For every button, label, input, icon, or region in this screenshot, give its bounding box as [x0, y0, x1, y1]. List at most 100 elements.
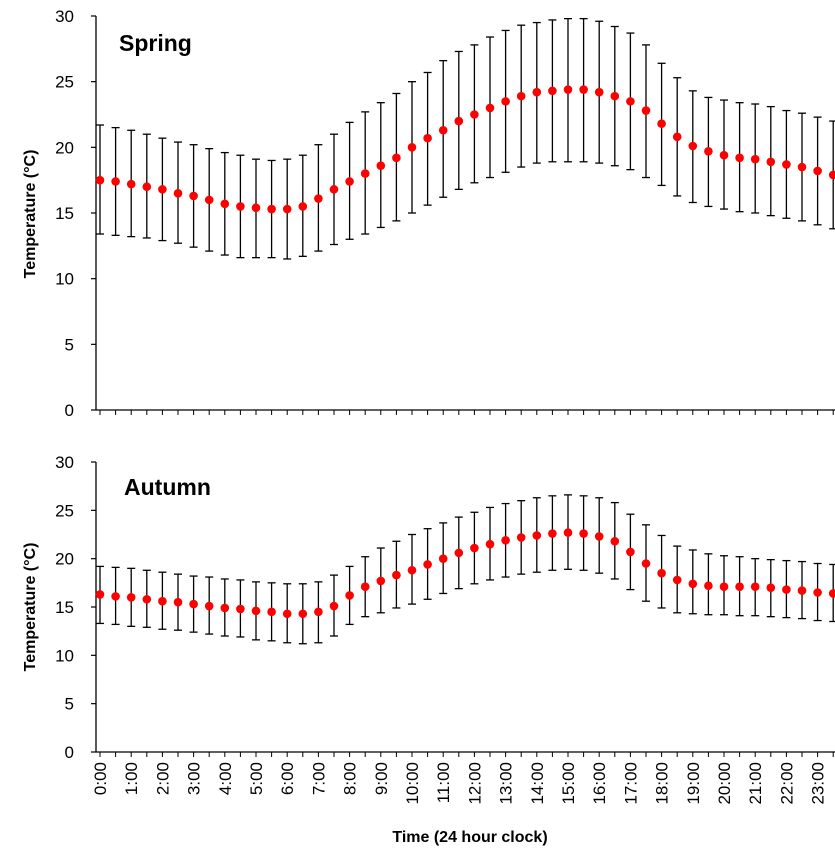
x-tick-label: 22:00 — [777, 762, 796, 805]
x-tick-label: 18:00 — [653, 762, 672, 805]
x-tick-label: 3:00 — [185, 762, 204, 795]
data-point — [173, 189, 183, 198]
y-tick-label: 0 — [65, 743, 74, 762]
data-point — [516, 91, 526, 101]
y-tick-label: 20 — [55, 550, 74, 569]
data-point — [766, 583, 776, 592]
data-point — [282, 204, 292, 214]
data-point — [688, 579, 698, 589]
data-point — [641, 106, 651, 115]
data-point — [126, 593, 136, 602]
data-point — [610, 536, 620, 546]
data-point — [95, 175, 105, 185]
data-point — [438, 125, 448, 135]
data-point — [610, 91, 620, 101]
x-tick-label: 2:00 — [153, 762, 172, 795]
x-tick-label: 12:00 — [465, 762, 484, 805]
data-point — [345, 591, 354, 600]
data-point — [111, 177, 120, 186]
data-point — [158, 596, 167, 606]
data-point — [314, 607, 323, 617]
data-point — [813, 166, 822, 176]
data-point — [158, 185, 167, 194]
y-tick-label: 20 — [55, 138, 74, 157]
data-point — [594, 87, 604, 97]
autumn-x-tick-labels: 0:00 1:00 2:00 3:00 4:00 5:00 6:00 7:00 8:00 9:00… — [91, 762, 828, 805]
y-tick-label: 30 — [55, 453, 74, 472]
y-tick-label: 0 — [65, 401, 74, 420]
data-point — [735, 153, 744, 163]
x-tick-label: 16:00 — [590, 762, 609, 805]
y-tick-label: 25 — [55, 73, 74, 92]
data-point — [392, 153, 401, 163]
spring-points — [95, 85, 835, 214]
x-tick-label: 1:00 — [122, 762, 141, 795]
data-point — [501, 536, 510, 545]
data-point — [813, 588, 822, 597]
data-point — [579, 529, 588, 538]
x-tick-label: 11:00 — [434, 762, 453, 803]
data-point — [204, 601, 214, 611]
data-point — [594, 532, 604, 541]
x-tick-label: 19:00 — [684, 762, 703, 805]
data-point — [111, 592, 120, 601]
data-point — [641, 559, 651, 568]
x-tick-label: 4:00 — [216, 762, 235, 795]
autumn-title: Autumn — [124, 474, 211, 500]
y-tick-label: 30 — [55, 7, 74, 26]
spring-y-tick-labels: 0 5 10 15 20 25 30 — [55, 7, 74, 420]
x-tick-label: 0:00 — [91, 762, 110, 795]
data-point — [516, 533, 526, 542]
data-point — [407, 565, 417, 575]
data-point — [657, 119, 666, 128]
data-point — [735, 582, 744, 591]
data-point — [392, 570, 401, 580]
data-point — [704, 581, 713, 591]
x-tick-label: 17:00 — [621, 762, 640, 805]
autumn-axes — [91, 461, 835, 757]
data-point — [563, 528, 573, 537]
data-point — [750, 582, 760, 591]
data-point — [782, 160, 791, 169]
x-tick-label: 21:00 — [746, 762, 765, 805]
data-point — [657, 568, 666, 578]
data-point — [470, 543, 479, 553]
data-point — [298, 202, 308, 211]
data-point — [360, 582, 370, 591]
data-point — [142, 182, 152, 192]
data-point — [314, 194, 323, 203]
data-point — [797, 162, 807, 172]
autumn-panel: Autumn Temperature (°C) 0 5 10 15 20 25 30 0:0… — [22, 453, 835, 805]
data-point — [360, 169, 370, 178]
data-point — [532, 87, 542, 97]
spring-panel: Spring Temperature (°C) 0 5 10 15 20 25 30 — [22, 7, 835, 420]
spring-axes — [91, 15, 835, 415]
data-point — [485, 103, 495, 113]
data-point — [267, 204, 276, 214]
data-point — [672, 132, 682, 142]
data-point — [704, 146, 713, 156]
data-point — [251, 203, 261, 213]
x-tick-label: 10:00 — [403, 762, 422, 805]
spring-error-bars — [96, 17, 835, 260]
data-point — [563, 85, 573, 94]
spring-title: Spring — [119, 30, 192, 56]
data-point — [626, 547, 635, 557]
data-point — [766, 157, 776, 167]
data-point — [142, 594, 152, 604]
data-point — [485, 539, 495, 549]
autumn-y-axis-title: Temperature (°C) — [22, 543, 39, 672]
data-point — [548, 529, 557, 538]
x-tick-label: 8:00 — [341, 762, 360, 795]
spring-y-axis-title: Temperature (°C) — [22, 150, 39, 279]
y-tick-label: 5 — [65, 335, 74, 354]
data-point — [220, 603, 230, 613]
data-point — [828, 589, 835, 598]
autumn-error-bars — [96, 494, 835, 645]
data-point — [423, 560, 432, 569]
data-point — [470, 110, 479, 119]
y-tick-label: 15 — [55, 204, 74, 223]
x-tick-label: 14:00 — [528, 762, 547, 805]
y-tick-label: 25 — [55, 501, 74, 520]
